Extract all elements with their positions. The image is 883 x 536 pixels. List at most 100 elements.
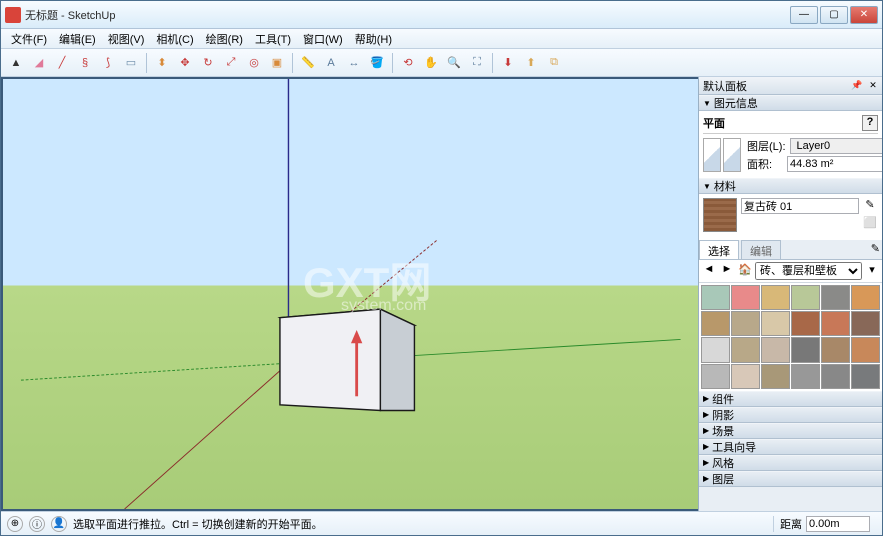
menu-窗口[interactable]: 窗口(W)	[297, 29, 349, 49]
text-tool-icon[interactable]: A	[320, 52, 342, 74]
material-swatch[interactable]	[761, 285, 790, 310]
extwarehouse-tool-icon[interactable]: ⧉	[543, 52, 565, 74]
freehand-tool-icon[interactable]: §	[74, 52, 96, 74]
line-tool-icon[interactable]: ╱	[51, 52, 73, 74]
menu-视图[interactable]: 视图(V)	[102, 29, 151, 49]
material-swatch[interactable]	[761, 364, 790, 389]
material-swatch[interactable]	[701, 285, 730, 310]
collapsed-section-风格[interactable]: ▶风格	[699, 455, 882, 471]
zoomextents-tool-icon[interactable]: ⛶	[466, 52, 488, 74]
eraser-tool-icon[interactable]: ◢	[28, 52, 50, 74]
eyedropper-icon[interactable]: ✎	[871, 242, 880, 255]
collapse-arrow-icon: ▼	[703, 182, 711, 191]
back-icon[interactable]: ◄	[701, 263, 717, 279]
material-category-select[interactable]: 砖、覆层和壁板	[755, 262, 862, 280]
pan-tool-icon[interactable]: ✋	[420, 52, 442, 74]
material-swatch[interactable]	[791, 311, 820, 336]
material-swatch[interactable]	[701, 311, 730, 336]
default-material-icon[interactable]: ⬜	[862, 216, 878, 232]
material-name-input[interactable]	[741, 198, 859, 214]
material-swatch[interactable]	[851, 337, 880, 362]
collapsed-section-工具向导[interactable]: ▶工具向导	[699, 439, 882, 455]
collapsed-section-场景[interactable]: ▶场景	[699, 423, 882, 439]
credits-status-icon[interactable]: ⓘ	[29, 516, 45, 532]
maximize-button[interactable]: ▢	[820, 6, 848, 24]
tray-pin-icon[interactable]: 📌	[850, 79, 864, 93]
layer-select[interactable]: Layer0	[790, 138, 883, 154]
face-front-swatch[interactable]	[703, 138, 721, 172]
material-swatch[interactable]	[761, 337, 790, 362]
forward-icon[interactable]: ►	[719, 263, 735, 279]
material-swatch[interactable]	[851, 311, 880, 336]
material-swatch[interactable]	[791, 364, 820, 389]
material-swatch[interactable]	[851, 364, 880, 389]
material-swatch[interactable]	[821, 364, 850, 389]
material-swatch[interactable]	[791, 285, 820, 310]
menu-编辑[interactable]: 编辑(E)	[53, 29, 102, 49]
orbit-tool-icon[interactable]: ⟲	[397, 52, 419, 74]
menu-文件[interactable]: 文件(F)	[5, 29, 53, 49]
followme-tool-icon[interactable]: ▣	[266, 52, 288, 74]
tray-close-icon[interactable]: ✕	[866, 79, 880, 93]
rectangle-tool-icon[interactable]: ▭	[120, 52, 142, 74]
material-swatch[interactable]	[851, 285, 880, 310]
menu-工具[interactable]: 工具(T)	[249, 29, 297, 49]
current-material-swatch[interactable]	[703, 198, 737, 232]
face-preview[interactable]	[703, 138, 741, 174]
scale-tool-icon[interactable]: ⤢	[220, 52, 242, 74]
main-toolbar: ▲◢╱§⟆▭ ⬍✥↻⤢◎▣ 📏A↔🪣 ⟲✋🔍⛶ ⬇⬆⧉	[1, 49, 882, 77]
material-swatch[interactable]	[731, 337, 760, 362]
zoom-tool-icon[interactable]: 🔍	[443, 52, 465, 74]
material-swatch[interactable]	[821, 285, 850, 310]
offset-tool-icon[interactable]: ◎	[243, 52, 265, 74]
viewport-canvas[interactable]	[3, 79, 698, 509]
home-icon[interactable]: 🏠	[737, 263, 753, 279]
entity-info-title: 图元信息	[714, 95, 758, 111]
collapsed-section-图层[interactable]: ▶图层	[699, 471, 882, 487]
dimension-tool-icon[interactable]: ↔	[343, 52, 365, 74]
material-swatch[interactable]	[761, 311, 790, 336]
entity-help-button[interactable]: ?	[862, 115, 878, 131]
layer-label: 图层(L):	[747, 138, 786, 154]
vcr-input[interactable]	[806, 516, 870, 532]
menu-帮助[interactable]: 帮助(H)	[349, 29, 398, 49]
menu-绘图[interactable]: 绘图(R)	[200, 29, 249, 49]
tab-select[interactable]: 选择	[699, 240, 739, 259]
sharemodel-tool-icon[interactable]: ⬆	[520, 52, 542, 74]
material-swatch[interactable]	[821, 311, 850, 336]
paint-tool-icon[interactable]: 🪣	[366, 52, 388, 74]
toolbar-separator	[492, 53, 493, 73]
materials-header[interactable]: ▼ 材料	[699, 178, 882, 194]
material-swatch[interactable]	[731, 285, 760, 310]
material-swatch[interactable]	[791, 337, 820, 362]
tray-header[interactable]: 默认面板 📌 ✕	[699, 77, 882, 95]
area-field	[787, 156, 882, 172]
entity-info-header[interactable]: ▼ 图元信息	[699, 95, 882, 111]
pushpull-tool-icon[interactable]: ⬍	[151, 52, 173, 74]
menu-icon[interactable]: ▾	[864, 263, 880, 279]
close-button[interactable]: ✕	[850, 6, 878, 24]
material-swatch[interactable]	[701, 364, 730, 389]
select-tool-icon[interactable]: ▲	[5, 52, 27, 74]
menu-相机[interactable]: 相机(C)	[150, 29, 199, 49]
expand-arrow-icon: ▶	[703, 394, 709, 403]
move-tool-icon[interactable]: ✥	[174, 52, 196, 74]
material-swatch[interactable]	[731, 364, 760, 389]
geo-status-icon[interactable]: ⊕	[7, 516, 23, 532]
arc-tool-icon[interactable]: ⟆	[97, 52, 119, 74]
minimize-button[interactable]: —	[790, 6, 818, 24]
titlebar[interactable]: 无标题 - SketchUp — ▢ ✕	[1, 1, 882, 29]
create-material-icon[interactable]: ✎	[862, 198, 878, 214]
rotate-tool-icon[interactable]: ↻	[197, 52, 219, 74]
tab-edit[interactable]: 编辑	[741, 240, 781, 259]
material-swatch[interactable]	[821, 337, 850, 362]
collapsed-section-组件[interactable]: ▶组件	[699, 391, 882, 407]
user-status-icon[interactable]: 👤	[51, 516, 67, 532]
face-back-swatch[interactable]	[723, 138, 741, 172]
material-swatch[interactable]	[731, 311, 760, 336]
3d-viewport[interactable]: GXT网 system.com	[1, 77, 698, 511]
collapsed-section-阴影[interactable]: ▶阴影	[699, 407, 882, 423]
tape-tool-icon[interactable]: 📏	[297, 52, 319, 74]
getmodels-tool-icon[interactable]: ⬇	[497, 52, 519, 74]
material-swatch[interactable]	[701, 337, 730, 362]
